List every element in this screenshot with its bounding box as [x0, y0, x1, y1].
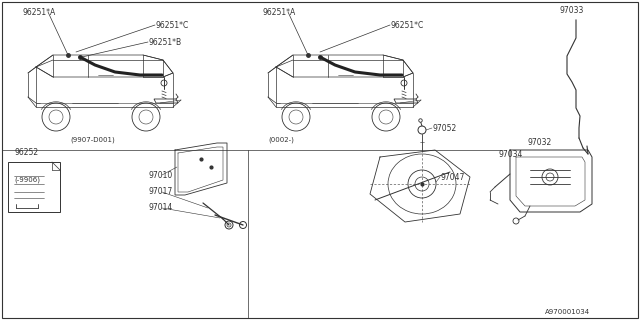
Text: 97034: 97034: [498, 149, 522, 158]
Text: 96251*C: 96251*C: [155, 20, 188, 29]
Text: (0002-): (0002-): [268, 137, 294, 143]
Text: 96252: 96252: [14, 148, 38, 156]
Text: 97014: 97014: [148, 204, 172, 212]
Text: (9907-D001): (9907-D001): [70, 137, 115, 143]
Text: 96251*A: 96251*A: [22, 7, 55, 17]
Text: (-9906): (-9906): [14, 177, 40, 183]
Text: 97033: 97033: [560, 5, 584, 14]
Text: 96251*B: 96251*B: [148, 37, 181, 46]
Text: 96251*A: 96251*A: [262, 7, 295, 17]
Text: 97032: 97032: [528, 138, 552, 147]
Text: 97047: 97047: [440, 172, 465, 181]
Text: 97017: 97017: [148, 188, 172, 196]
Text: 97010: 97010: [148, 171, 172, 180]
Bar: [8, 162, 60, 212]
Text: A970001034: A970001034: [545, 309, 590, 315]
Text: 97052: 97052: [432, 124, 456, 132]
Text: 96251*C: 96251*C: [390, 20, 423, 29]
